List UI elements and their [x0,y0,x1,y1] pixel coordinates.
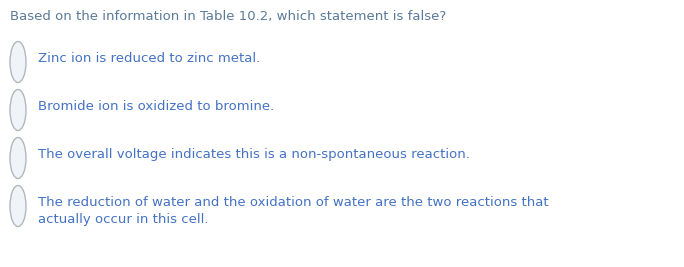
Text: Bromide ion is oxidized to bromine.: Bromide ion is oxidized to bromine. [38,100,274,113]
Ellipse shape [10,186,26,226]
Ellipse shape [10,138,26,179]
Text: Based on the information in Table 10.2, which statement is false?: Based on the information in Table 10.2, … [10,10,446,23]
Text: The reduction of water and the oxidation of water are the two reactions that
act: The reduction of water and the oxidation… [38,196,549,226]
Text: The overall voltage indicates this is a non-spontaneous reaction.: The overall voltage indicates this is a … [38,148,470,161]
Ellipse shape [10,41,26,83]
Ellipse shape [10,89,26,131]
Text: Zinc ion is reduced to zinc metal.: Zinc ion is reduced to zinc metal. [38,52,260,65]
